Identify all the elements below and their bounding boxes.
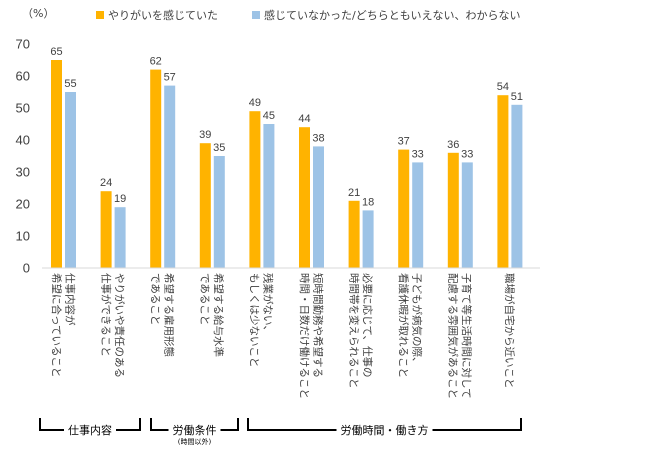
- y-tick-label: 40: [16, 133, 30, 148]
- x-category-label: 仕事ができること: [99, 273, 112, 357]
- bar-series-1-category-7: [348, 200, 360, 268]
- x-category-label: であること: [199, 273, 211, 325]
- data-label: 54: [497, 81, 509, 93]
- x-category-label: 希望する給与水準: [212, 273, 225, 357]
- x-category-label: 残業がない、: [262, 273, 275, 336]
- data-label: 39: [199, 129, 211, 141]
- data-label: 49: [249, 97, 261, 109]
- x-category-label: 希望する雇用形態: [162, 273, 175, 357]
- data-label: 57: [164, 72, 176, 84]
- bar-series-1-category-1: [51, 60, 62, 268]
- x-category-label: 子どもが病気の際、: [410, 273, 423, 368]
- bar-series-2-category-4: [213, 156, 225, 268]
- bar-series-2-category-7: [362, 210, 374, 268]
- x-category-label: 子育て等生活時間に対して: [460, 273, 473, 399]
- data-label: 55: [64, 78, 76, 90]
- legend-label-series-1: やりがいを感じていた: [108, 8, 218, 22]
- bar-series-2-category-1: [65, 92, 76, 268]
- bar-series-2-category-8: [412, 162, 424, 268]
- x-category-label: 短時間勤務や希望する: [311, 273, 324, 378]
- y-tick-label: 70: [16, 37, 30, 52]
- x-category-label: 希望に合っていること: [50, 273, 63, 377]
- group-sublabel: (時間以外): [178, 437, 212, 446]
- data-label: 19: [114, 193, 126, 205]
- legend-swatch-series-1: [96, 11, 104, 19]
- data-label: 24: [100, 177, 112, 189]
- y-tick-label: 0: [23, 261, 30, 276]
- bar-series-1-category-5: [249, 111, 261, 268]
- data-label: 45: [263, 110, 275, 122]
- group-label: 労働時間・働き方: [341, 423, 429, 437]
- group-label: 仕事内容: [68, 423, 112, 437]
- x-category-label: 時間帯を変えられること: [347, 273, 360, 389]
- group-label-backdrop: [64, 427, 116, 433]
- bar-series-1-category-8: [398, 149, 410, 268]
- x-category-label: 必要に応じて、仕事の: [361, 273, 374, 377]
- y-tick-label: 30: [16, 165, 30, 180]
- data-label: 44: [298, 113, 310, 125]
- unit-label: （%）: [22, 7, 54, 20]
- data-label: 33: [412, 148, 424, 160]
- legend: やりがいを感じていた 感じていなかった/どちらともいえない、わからない: [96, 8, 520, 22]
- x-category-label: 職場が自宅から近いこと: [503, 273, 516, 389]
- data-label: 18: [362, 196, 374, 208]
- bar-series-1-category-9: [447, 152, 459, 268]
- bar-series-2-category-2: [114, 207, 126, 268]
- x-category-label: もしくは少ないこと: [248, 273, 260, 368]
- bar-series-2-category-6: [313, 146, 324, 268]
- bar-series-2-category-10: [511, 104, 523, 268]
- legend-swatch-series-2: [252, 11, 260, 19]
- bar-series-2-category-3: [164, 85, 176, 268]
- data-label: 21: [348, 187, 360, 199]
- bar-series-1-category-2: [100, 191, 112, 268]
- group-label-backdrop: [168, 427, 221, 433]
- y-axis: 0 10 20 30 40 50 60 70: [16, 37, 30, 276]
- group-label-backdrop: [336, 427, 433, 433]
- x-category-label: 時間・日数だけ働けること: [298, 273, 311, 399]
- data-label: 51: [511, 91, 523, 103]
- bar-series-1-category-3: [150, 69, 162, 268]
- bar-series-1-category-4: [199, 143, 211, 268]
- x-axis-labels: 希望に合っていること 仕事内容が 仕事ができること やりがいや責任のある であること 希望…: [50, 273, 516, 399]
- data-label: 65: [50, 46, 62, 58]
- data-labels: 65 24 62 39 49 44 21 37 36 54 55 19 57 35 45 38 18 33 33 51: [50, 46, 523, 208]
- data-label: 33: [461, 148, 473, 160]
- bars: [51, 60, 523, 268]
- data-label: 35: [213, 142, 225, 154]
- data-label: 62: [150, 56, 162, 68]
- data-label: 38: [312, 132, 324, 144]
- y-tick-label: 60: [16, 69, 30, 84]
- legend-label-series-2: 感じていなかった/どちらともいえない、わからない: [264, 9, 520, 22]
- x-category-label: やりがいや責任のある: [113, 273, 126, 378]
- x-category-label: 看護休暇が取れること: [397, 273, 410, 378]
- x-category-label: であること: [149, 273, 161, 325]
- bar-series-2-category-9: [461, 162, 473, 268]
- group-label: 労働条件: [173, 423, 217, 437]
- x-category-label: 仕事内容が: [63, 273, 76, 326]
- bar-series-2-category-5: [263, 124, 275, 268]
- bar-series-1-category-6: [299, 127, 310, 268]
- y-tick-label: 20: [16, 197, 30, 212]
- data-label: 36: [447, 139, 459, 151]
- y-tick-label: 10: [16, 229, 30, 244]
- category-groups: 仕事内容 労働条件(時間以外) 労働時間・働き方: [39, 418, 522, 446]
- bar-series-1-category-10: [497, 95, 509, 268]
- data-label: 37: [398, 136, 410, 148]
- x-category-label: 配慮する雰囲気があること: [447, 273, 460, 399]
- y-tick-label: 50: [16, 101, 30, 116]
